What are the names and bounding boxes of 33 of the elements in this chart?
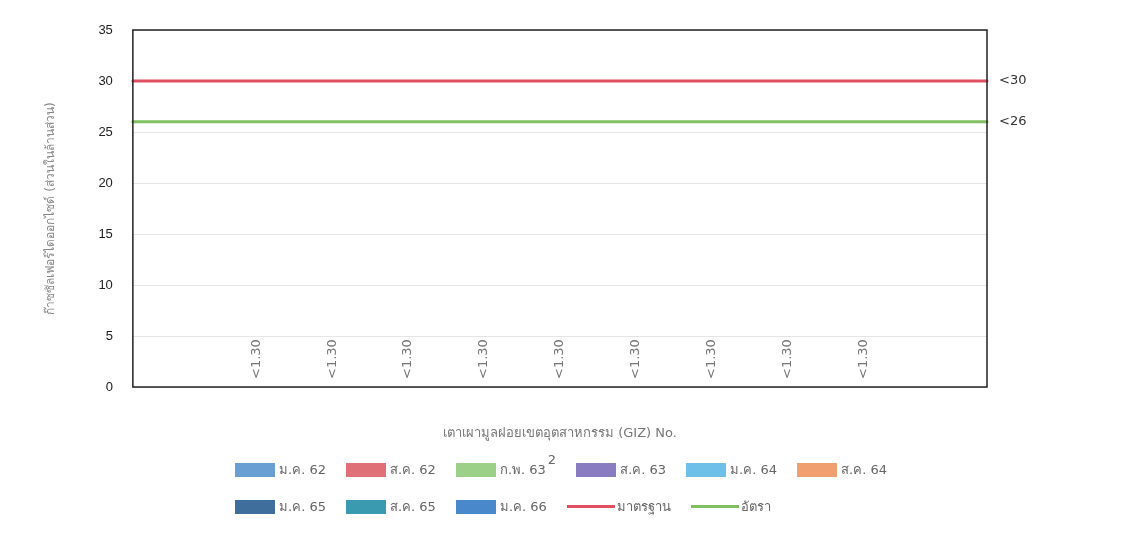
y-axis-title: ก๊าซซัลเฟอร์ไดออกไซด์ (ส่วนในล้านส่วน): [43, 102, 58, 315]
text: <1.30: [551, 339, 567, 379]
legend-label: ส.ค. 63: [620, 461, 667, 479]
text: 2: [547, 452, 557, 467]
legend-label: ส.ค. 64: [841, 461, 887, 479]
legend-label: ส.ค. 62: [389, 461, 436, 479]
legend-label: ก.พ. 63: [499, 461, 546, 479]
y-tick-label: 25: [98, 123, 113, 139]
legend-label: ม.ค. 62: [279, 461, 326, 479]
y-tick-label: 30: [98, 72, 113, 88]
y-tick-label: 15: [98, 225, 113, 241]
legend-label: ม.ค. 66: [499, 498, 547, 516]
legend-label: มาตรฐาน: [616, 498, 671, 517]
y-tick-label: 35: [98, 21, 113, 37]
legend-label: ม.ค. 65: [279, 498, 326, 516]
legend-label: อัตรา: [740, 498, 771, 516]
text: <1.30: [399, 339, 415, 379]
text: <1.30: [779, 339, 795, 379]
legend-label: ม.ค. 64: [730, 461, 778, 479]
y-tick-label: 10: [98, 276, 113, 292]
y-tick-label: 0: [105, 378, 113, 394]
legend-label: ส.ค. 65: [389, 498, 436, 516]
text: <1.30: [247, 339, 263, 379]
y-tick-label: 20: [98, 174, 113, 190]
text: <1.30: [627, 339, 643, 379]
text: <30: [999, 72, 1027, 88]
text: <1.30: [855, 339, 870, 379]
x-axis-title: เตาเผามูลฝอยเขตอุตสาหกรรม (GIZ) No.: [443, 424, 677, 441]
text: <1.30: [475, 339, 491, 379]
text: <26: [999, 113, 1027, 129]
text: <1.30: [323, 339, 339, 379]
text: <1.30: [703, 339, 719, 379]
y-tick-label: 5: [105, 327, 113, 343]
